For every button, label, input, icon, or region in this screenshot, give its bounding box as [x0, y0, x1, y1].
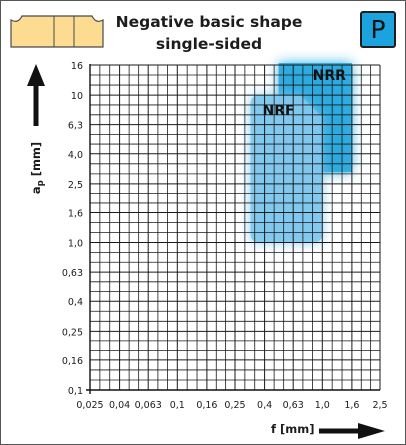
- insert-shape-icon: [10, 15, 104, 48]
- badge-label: P: [370, 15, 386, 44]
- y-tick-label: 0,4: [68, 297, 83, 308]
- y-tick-label: 4,0: [68, 150, 83, 161]
- y-tick-label: 1,6: [68, 208, 83, 219]
- y-tick-label: 10: [71, 91, 83, 102]
- x-tick-label: 0,063: [135, 400, 162, 411]
- title-line-1: Negative basic shape: [115, 13, 303, 31]
- y-axis-arrow: [27, 64, 45, 126]
- ticks-layer: 0,1 0,16 0,25 0,4 0,63 1,0 1,6 2,5 4,0 6,3 10 16 0,0…: [62, 61, 388, 411]
- y-axis-title: ap [mm]: [29, 142, 46, 194]
- y-tick-label: 0,1: [68, 386, 83, 397]
- chart-title: Negative basic shape single-sided: [97, 11, 321, 55]
- region-label-nrf: NRF: [263, 103, 295, 119]
- grid-layer: [86, 64, 381, 394]
- x-tick-label: 1,0: [315, 400, 330, 411]
- region-labels-layer: NRR NRF: [263, 68, 347, 119]
- x-tick-label: 0,63: [283, 400, 304, 411]
- regions-layer: [250, 63, 352, 243]
- material-badge: P: [360, 11, 396, 48]
- x-tick-label: 0,1: [170, 400, 185, 411]
- x-tick-label: 0,04: [109, 400, 130, 411]
- y-tick-label: 2,5: [68, 180, 83, 191]
- y-tick-label: 1,0: [68, 239, 83, 250]
- y-tick-label: 6,3: [68, 121, 83, 132]
- x-tick-label: 1,6: [344, 400, 359, 411]
- title-line-2: single-sided: [155, 35, 263, 53]
- x-tick-label: 0,025: [76, 400, 103, 411]
- y-tick-label: 0,25: [62, 327, 83, 338]
- x-axis-title: f [mm]: [271, 422, 314, 436]
- y-tick-label: 0,63: [62, 268, 83, 279]
- region-label-nrr: NRR: [313, 68, 346, 84]
- y-axis-title-group: ap [mm]: [27, 64, 46, 194]
- y-tick-label: 0,16: [62, 356, 83, 367]
- x-tick-label: 0,25: [224, 400, 245, 411]
- y-tick-label: 16: [71, 61, 83, 72]
- x-tick-label: 2,5: [372, 400, 387, 411]
- x-axis-arrow: [319, 423, 385, 439]
- x-tick-label: 0,16: [196, 400, 217, 411]
- x-tick-label: 0,4: [257, 400, 272, 411]
- region-nrf: [250, 95, 323, 243]
- x-axis-title-group: f [mm]: [271, 422, 385, 439]
